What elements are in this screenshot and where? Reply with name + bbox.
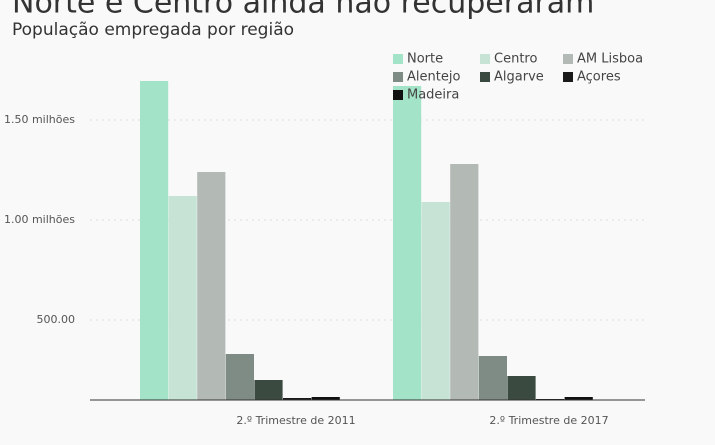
bar <box>311 397 340 400</box>
bar <box>140 81 169 400</box>
bar <box>478 356 507 400</box>
bar <box>283 398 312 400</box>
legend-label: Madeira <box>407 88 459 103</box>
bar <box>225 354 254 400</box>
legend-label: Açores <box>577 70 621 85</box>
y-tick-label: 1.00 milhões <box>4 213 75 226</box>
legend-swatch <box>480 72 490 82</box>
legend-label: Centro <box>494 52 537 67</box>
legend-swatch <box>563 54 573 64</box>
bar <box>507 376 536 400</box>
chart-subtitle: População empregada por região <box>12 20 294 40</box>
bar <box>564 397 593 400</box>
legend-label: Alentejo <box>407 70 460 85</box>
y-tick-label: 1.50 milhões <box>4 113 75 126</box>
chart-title: Norte e Centro ainda não recuperaram <box>12 0 594 21</box>
legend-swatch <box>393 90 403 100</box>
legend-swatch <box>393 54 403 64</box>
bar <box>254 380 283 400</box>
legend-label: Norte <box>407 52 443 67</box>
legend-label: AM Lisboa <box>577 52 643 67</box>
y-tick-label: 500.00 <box>37 313 76 326</box>
legend-swatch <box>480 54 490 64</box>
legend-swatch <box>393 72 403 82</box>
x-tick-label: 2.º Trimestre de 2017 <box>489 414 608 427</box>
x-tick-label: 2.º Trimestre de 2011 <box>236 414 355 427</box>
bar <box>393 86 422 400</box>
bar <box>450 164 479 400</box>
legend-label: Algarve <box>494 70 544 85</box>
legend-swatch <box>563 72 573 82</box>
bar <box>197 172 226 400</box>
bar <box>421 202 450 400</box>
bar <box>168 196 197 400</box>
